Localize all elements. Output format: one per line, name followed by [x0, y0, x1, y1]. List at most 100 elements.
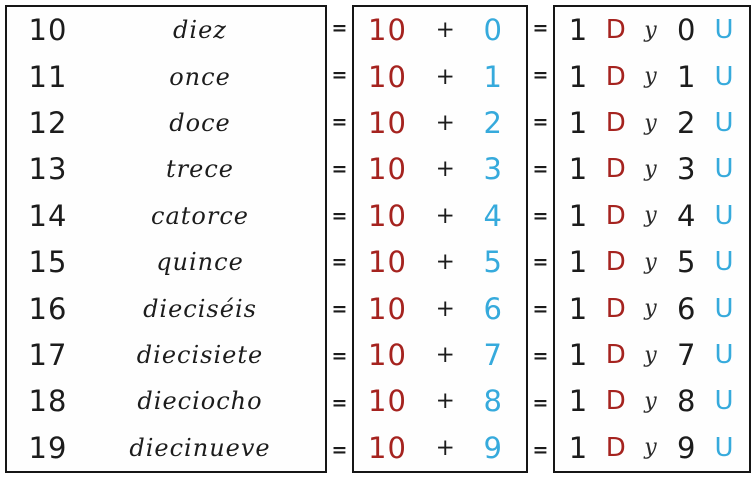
units-letter-U: U	[714, 108, 734, 139]
equals-sign: =	[532, 298, 549, 321]
units-letter-U: U	[714, 340, 734, 371]
units-count: 6	[677, 291, 696, 326]
tens-units-row: 1 D y 7 U	[555, 332, 749, 378]
equals-row: =	[327, 5, 352, 52]
units-number: 7	[483, 338, 502, 373]
addition-decomposition-panel: 10 + 0 10 + 1 10 + 2 10 + 3	[352, 5, 528, 473]
equals-row: =	[528, 239, 553, 286]
numeral-label: 12	[28, 106, 68, 141]
tens-units-row: 1 D y 8 U	[555, 378, 749, 424]
plus-sign: +	[435, 156, 455, 183]
numeral-and-word-panel: 10 diez 11 once 12 doce 13 trece 14 cato…	[5, 5, 327, 473]
units-count: 9	[677, 430, 696, 465]
numeral-label: 11	[28, 59, 68, 94]
units-count: 1	[677, 59, 696, 94]
units-letter-U: U	[714, 386, 734, 417]
equals-sign: =	[331, 204, 348, 227]
tens-units-panel: 1 D y 0 U 1 D y 1 U 1 D y 2 U	[553, 5, 751, 473]
tens-number: 10	[368, 430, 407, 465]
equals-column-left: = = = = = = =	[327, 5, 352, 473]
units-count: 7	[677, 338, 696, 373]
units-letter-U: U	[714, 200, 734, 231]
equals-row: =	[528, 99, 553, 146]
equals-sign: =	[532, 344, 549, 367]
numeral-label: 17	[28, 338, 68, 373]
number-word-label: trece	[166, 155, 234, 184]
equals-row: =	[528, 145, 553, 192]
numeral-word-row: 14 catorce	[7, 193, 325, 239]
conjunction-y: y	[644, 64, 657, 90]
tens-count: 1	[568, 106, 588, 141]
numeral-word-row: 15 quince	[7, 239, 325, 285]
plus-sign: +	[435, 17, 455, 44]
equals-row: =	[327, 239, 352, 286]
equals-sign: =	[331, 438, 348, 461]
units-number: 3	[483, 152, 502, 187]
numeral-word-row: 16 dieciséis	[7, 285, 325, 331]
number-word-label: diecinueve	[129, 433, 271, 462]
equals-row: =	[327, 52, 352, 99]
units-letter-U: U	[714, 61, 734, 92]
equals-sign: =	[331, 251, 348, 274]
tens-count: 1	[568, 152, 588, 187]
tens-count: 1	[568, 384, 588, 419]
numeral-word-row: 18 dieciocho	[7, 378, 325, 424]
tens-units-row: 1 D y 6 U	[555, 285, 749, 331]
units-number: 5	[483, 245, 502, 280]
tens-letter-D: D	[605, 108, 626, 139]
equals-row: =	[327, 192, 352, 239]
addition-row: 10 + 6	[354, 285, 526, 331]
units-count: 3	[677, 152, 696, 187]
number-word-label: dieciséis	[143, 294, 257, 323]
number-word-label: diecisiete	[136, 341, 264, 370]
equals-sign: =	[331, 391, 348, 414]
tens-count: 1	[568, 338, 588, 373]
units-count: 4	[677, 198, 696, 233]
numeral-label: 16	[28, 291, 68, 326]
tens-letter-D: D	[605, 61, 626, 92]
tens-count: 1	[568, 13, 588, 48]
numeral-label: 15	[28, 245, 68, 280]
equals-row: =	[327, 99, 352, 146]
equals-row: =	[528, 379, 553, 426]
equals-sign: =	[532, 251, 549, 274]
equals-row: =	[327, 333, 352, 380]
addition-row: 10 + 7	[354, 332, 526, 378]
tens-count: 1	[568, 198, 588, 233]
conjunction-y: y	[644, 110, 657, 136]
equals-row: =	[528, 52, 553, 99]
number-word-label: quince	[156, 248, 244, 277]
plus-sign: +	[435, 202, 455, 229]
numeral-word-row: 11 once	[7, 53, 325, 99]
equals-sign: =	[532, 438, 549, 461]
addition-row: 10 + 5	[354, 239, 526, 285]
equals-sign: =	[532, 391, 549, 414]
equals-sign: =	[532, 110, 549, 133]
units-letter-U: U	[714, 154, 734, 185]
plus-sign: +	[435, 249, 455, 276]
addition-row: 10 + 1	[354, 53, 526, 99]
equals-row: =	[327, 286, 352, 333]
number-word-label: dieciocho	[137, 387, 263, 416]
tens-units-row: 1 D y 9 U	[555, 425, 749, 471]
number-word-label: once	[169, 62, 231, 91]
equals-sign: =	[331, 344, 348, 367]
tens-number: 10	[368, 291, 407, 326]
tens-number: 10	[368, 152, 407, 187]
number-word-label: diez	[173, 16, 227, 45]
addition-row: 10 + 3	[354, 146, 526, 192]
numeral-word-row: 12 doce	[7, 100, 325, 146]
units-number: 6	[483, 291, 502, 326]
equals-column-right: = = = = = = =	[528, 5, 553, 473]
equals-row: =	[528, 333, 553, 380]
tens-units-row: 1 D y 2 U	[555, 100, 749, 146]
plus-sign: +	[435, 295, 455, 322]
units-letter-U: U	[714, 247, 734, 278]
equals-sign: =	[331, 17, 348, 40]
tens-number: 10	[368, 384, 407, 419]
tens-letter-D: D	[605, 247, 626, 278]
equals-row: =	[528, 5, 553, 52]
tens-units-row: 1 D y 0 U	[555, 7, 749, 53]
tens-number: 10	[368, 106, 407, 141]
